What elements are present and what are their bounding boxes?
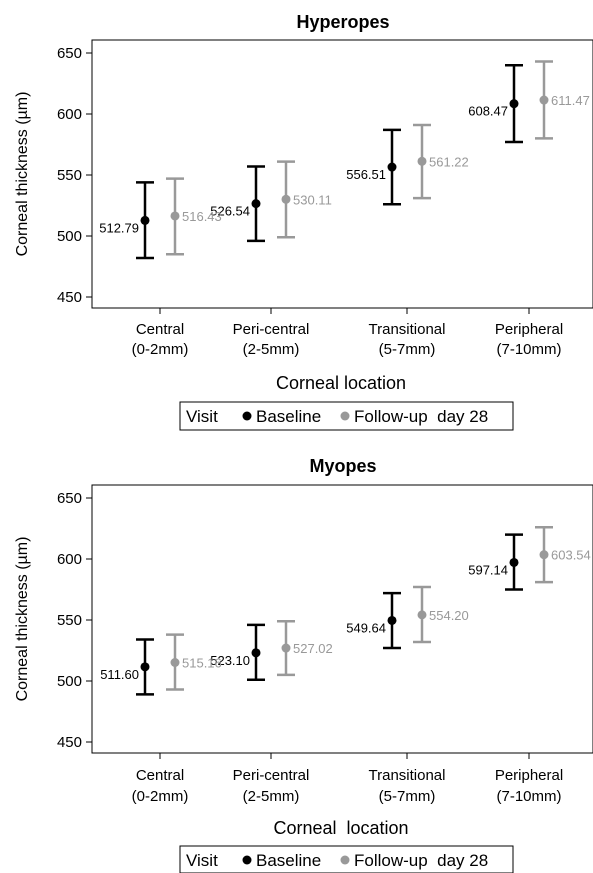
x-tick-label: Peripheral — [495, 767, 563, 784]
y-tick-label: 650 — [57, 45, 82, 62]
data-label-baseline: 597.14 — [468, 562, 508, 577]
y-axis-title: Corneal thickness (µm) — [14, 92, 31, 257]
legend: Visit Baseline Follow-up day 28 — [179, 845, 514, 873]
y-tick-label: 550 — [57, 167, 82, 184]
data-point-followup — [539, 95, 549, 105]
data-point-followup — [417, 610, 427, 620]
data-point-followup — [170, 211, 180, 221]
plot-frame — [91, 484, 593, 754]
x-axis-title: Corneal location — [273, 818, 408, 838]
data-label-followup: 603.54 — [551, 548, 591, 563]
x-tick-sublabel: (0-2mm) — [132, 788, 189, 805]
legend-label-baseline: Baseline — [256, 851, 321, 870]
y-tick-label: 500 — [57, 228, 82, 245]
panel-myopes: Myopes 450 500 550 600 650 Central (0-2mm) Peri… — [14, 456, 593, 873]
data-label-followup: 554.20 — [429, 608, 469, 623]
legend-title: Visit — [186, 851, 218, 870]
data-label-baseline: 523.10 — [210, 653, 250, 668]
data-label-followup: 527.02 — [293, 641, 333, 656]
data-label-followup: 530.11 — [293, 192, 332, 207]
data-point-baseline — [387, 615, 397, 625]
x-tick-sublabel: (5-7mm) — [379, 341, 436, 358]
data-label-baseline: 511.60 — [100, 667, 139, 682]
x-tick-label: Peri-central — [233, 321, 310, 338]
x-tick-label: Peri-central — [233, 767, 310, 784]
x-tick-label: Transitional — [369, 767, 446, 784]
legend-marker-followup — [340, 411, 350, 421]
chart-title: Myopes — [309, 456, 376, 476]
data-point-followup — [539, 550, 549, 560]
y-tick-label: 550 — [57, 612, 82, 629]
data-point-baseline — [140, 215, 150, 225]
plot-frame — [91, 39, 593, 309]
data-label-followup: 516.43 — [182, 209, 222, 224]
data-label-baseline: 526.54 — [210, 204, 250, 219]
x-tick-label: Central — [136, 321, 184, 338]
legend-marker-baseline — [242, 855, 252, 865]
x-tick-sublabel: (7-10mm) — [496, 788, 561, 805]
x-tick-sublabel: (7-10mm) — [496, 341, 561, 358]
data-point-baseline — [387, 162, 397, 172]
data-point-baseline — [251, 648, 261, 658]
x-axis-title: Corneal location — [276, 373, 406, 393]
legend: Visit Baseline Follow-up day 28 — [179, 401, 514, 431]
y-tick-label: 600 — [57, 551, 82, 568]
data-label-followup: 515.16 — [182, 656, 222, 671]
data-point-baseline — [251, 199, 261, 209]
x-tick-sublabel: (0-2mm) — [132, 341, 189, 358]
data-label-baseline: 556.51 — [346, 167, 386, 182]
x-tick-sublabel: (5-7mm) — [379, 788, 436, 805]
data-point-followup — [417, 156, 427, 166]
data-point-baseline — [140, 662, 150, 672]
x-tick-sublabel: (2-5mm) — [243, 788, 300, 805]
data-point-followup — [281, 643, 291, 653]
data-point-followup — [281, 194, 291, 204]
y-tick-label: 600 — [57, 106, 82, 123]
panel-hyperopes: Hyperopes 450 500 550 600 650 Central (0-2mm) P… — [14, 12, 593, 431]
data-label-followup: 611.47 — [551, 93, 590, 108]
chart-title: Hyperopes — [296, 12, 389, 32]
data-point-baseline — [509, 99, 519, 109]
y-tick-label: 650 — [57, 490, 82, 507]
data-label-followup: 561.22 — [429, 154, 469, 169]
data-label-baseline: 549.64 — [346, 620, 386, 635]
x-tick-label: Peripheral — [495, 321, 563, 338]
y-tick-label: 500 — [57, 673, 82, 690]
legend-label-followup: Follow-up day 28 — [354, 407, 488, 426]
legend-marker-baseline — [242, 411, 252, 421]
data-label-baseline: 608.47 — [468, 104, 508, 119]
data-point-baseline — [509, 557, 519, 567]
legend-label-followup: Follow-up day 28 — [354, 851, 488, 870]
x-tick-sublabel: (2-5mm) — [243, 341, 300, 358]
y-tick-label: 450 — [57, 734, 82, 751]
x-tick-label: Transitional — [369, 321, 446, 338]
y-tick-label: 450 — [57, 289, 82, 306]
data-label-baseline: 512.79 — [99, 220, 139, 235]
data-point-followup — [170, 658, 180, 668]
legend-title: Visit — [186, 407, 218, 426]
y-axis-title: Corneal thickness (µm) — [14, 537, 31, 702]
x-tick-label: Central — [136, 767, 184, 784]
legend-marker-followup — [340, 855, 350, 865]
legend-label-baseline: Baseline — [256, 407, 321, 426]
